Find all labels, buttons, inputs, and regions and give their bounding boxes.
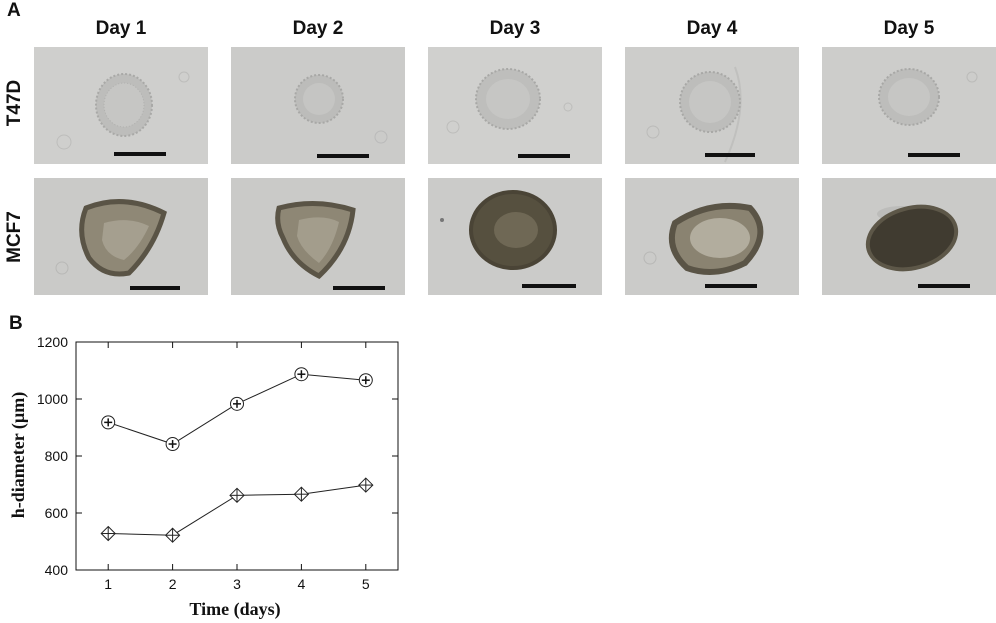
row-label-mcf7: MCF7 bbox=[4, 211, 25, 263]
x-tick-label: 1 bbox=[104, 576, 112, 592]
day-label-3: Day 3 bbox=[489, 18, 541, 39]
x-tick-label: 2 bbox=[169, 576, 177, 592]
micrograph-t47d-day1 bbox=[34, 47, 208, 164]
day-label-5: Day 5 bbox=[883, 18, 935, 39]
plot-frame bbox=[75, 341, 399, 571]
day-label-2: Day 2 bbox=[292, 18, 344, 39]
y-tick-label: 1000 bbox=[37, 391, 68, 407]
panel-a-letter: A bbox=[7, 0, 21, 21]
y-tick-label: 800 bbox=[45, 448, 69, 464]
micrograph-mcf7-day4 bbox=[625, 178, 799, 295]
x-tick-label: 3 bbox=[233, 576, 241, 592]
y-axis-title: h-diameter (µm) bbox=[8, 392, 29, 519]
diameter-line-chart: 1 2 3 4 5 400 600 800 1000 1200 Time (days) h-dia… bbox=[8, 334, 399, 620]
row-label-t47d: T47D bbox=[4, 79, 25, 127]
micrograph-t47d-day4 bbox=[625, 47, 799, 164]
micrograph-t47d-day2 bbox=[231, 47, 405, 164]
micrograph-mcf7-day5 bbox=[822, 178, 996, 295]
day-label-1: Day 1 bbox=[95, 18, 147, 39]
micrograph-mcf7-day1 bbox=[34, 178, 208, 295]
y-tick-label: 1200 bbox=[37, 334, 68, 350]
y-tick-label: 400 bbox=[45, 562, 69, 578]
panel-b-letter: B bbox=[9, 313, 23, 334]
x-tick-label: 4 bbox=[298, 576, 306, 592]
micrograph-mcf7-day3 bbox=[428, 178, 602, 295]
micrograph-t47d-day5 bbox=[822, 47, 996, 164]
y-tick-label: 600 bbox=[45, 505, 69, 521]
micrograph-t47d-day3 bbox=[428, 47, 602, 164]
x-axis-title: Time (days) bbox=[189, 599, 280, 620]
micrograph-mcf7-day2 bbox=[231, 178, 405, 295]
x-tick-label: 5 bbox=[362, 576, 370, 592]
day-label-4: Day 4 bbox=[686, 18, 738, 39]
